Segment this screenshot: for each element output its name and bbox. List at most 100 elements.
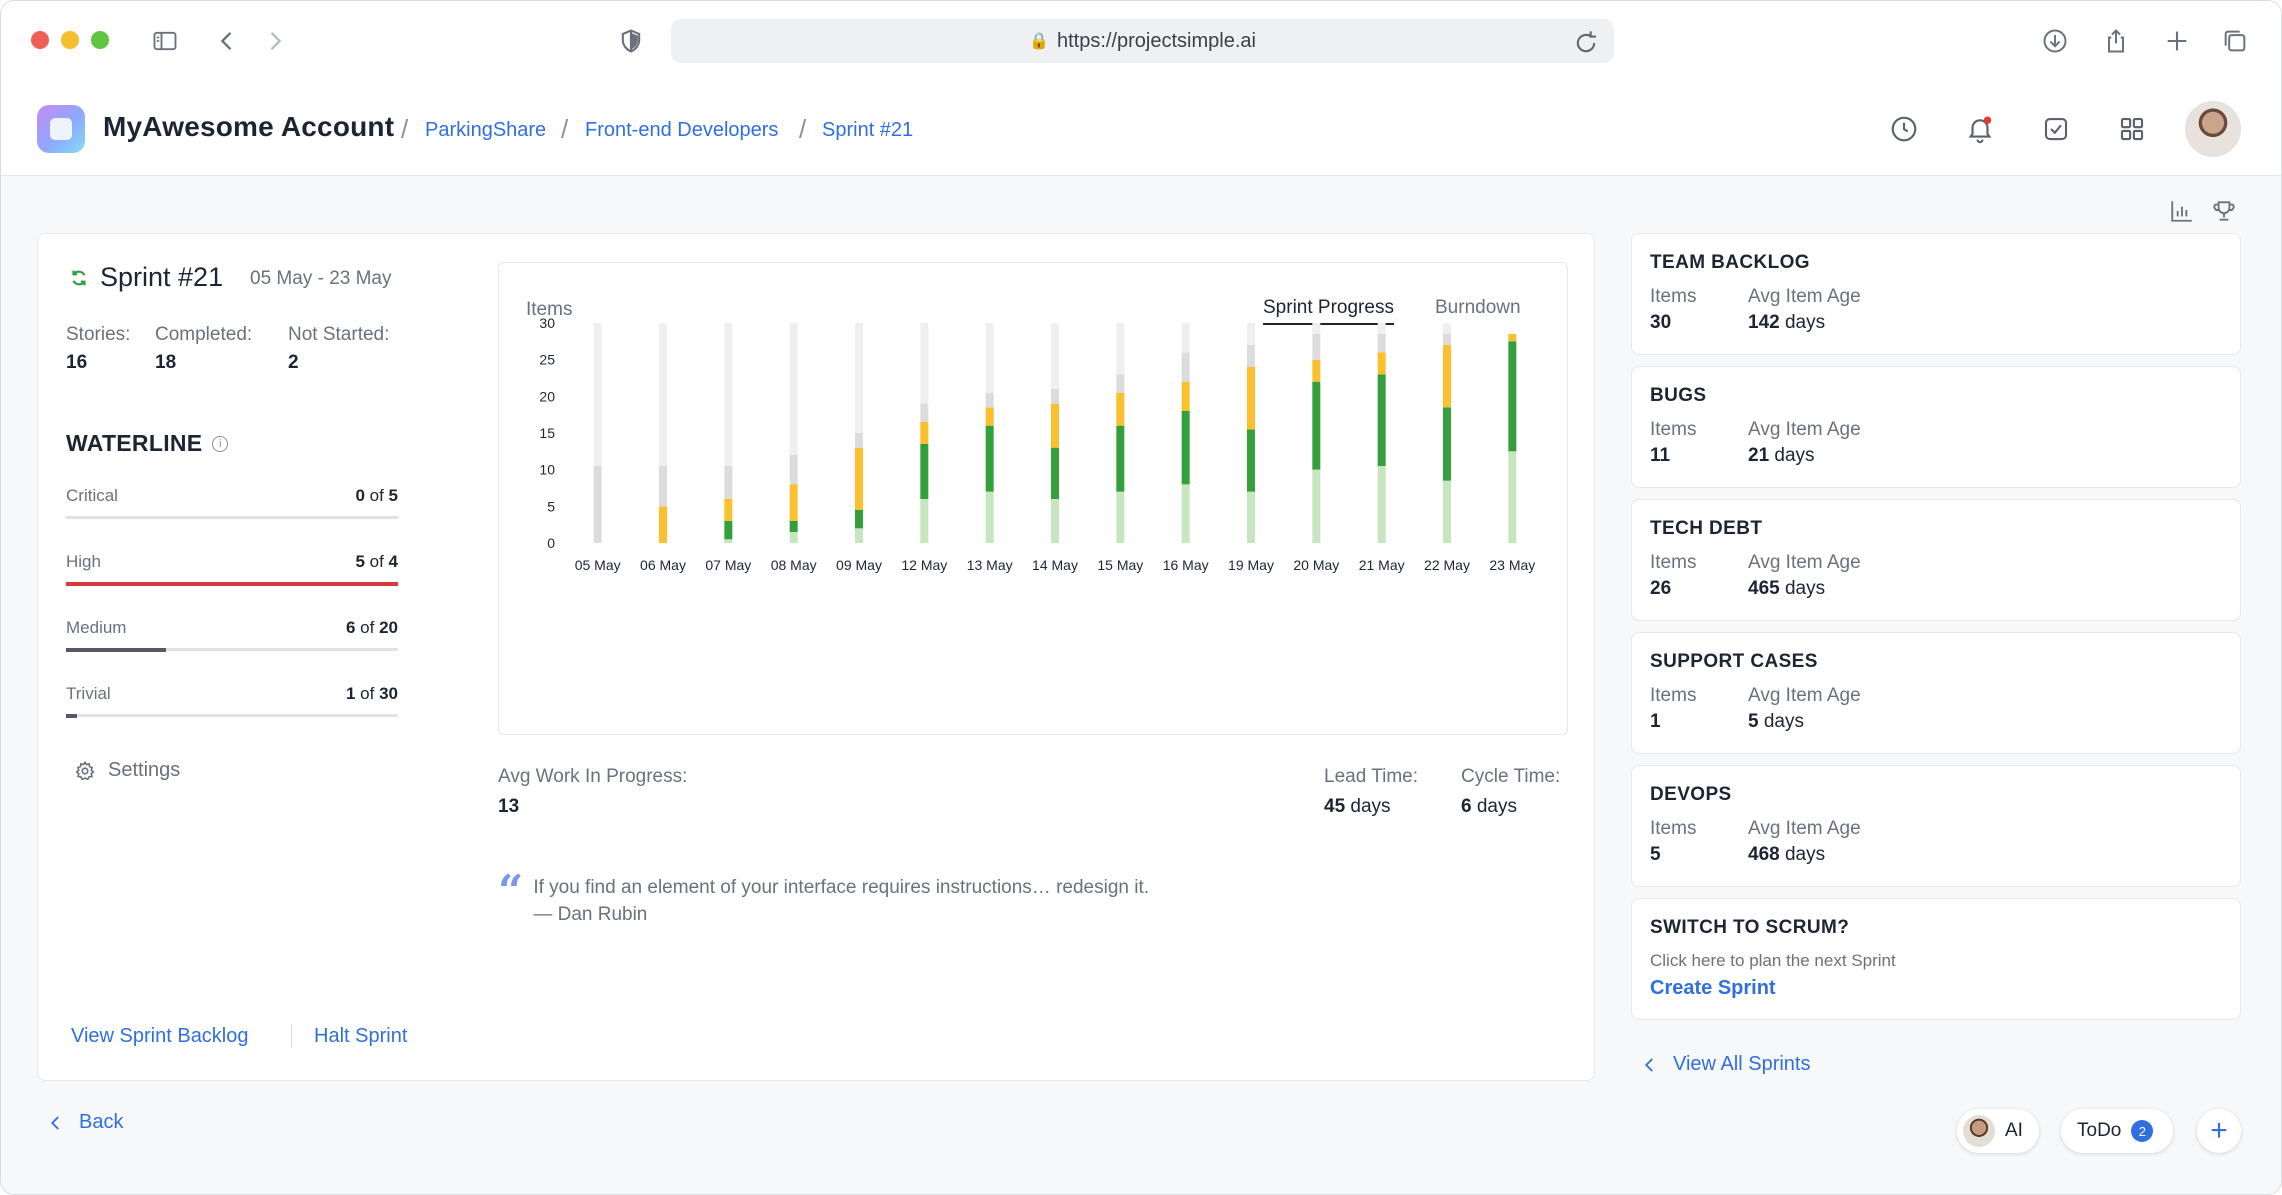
todo-button[interactable]: ToDo 2: [2061, 1109, 2173, 1153]
download-icon[interactable]: [2037, 23, 2073, 59]
team-backlog-card[interactable]: TEAM BACKLOG Items 30 Avg Item Age 142 day…: [1631, 233, 2241, 355]
tab-overview-icon[interactable]: [2217, 23, 2253, 59]
tab-burndown[interactable]: Burndown: [1435, 297, 1521, 318]
devops-card[interactable]: DEVOPS Items 5 Avg Item Age 468 days: [1631, 765, 2241, 887]
bar-segment: [855, 528, 863, 543]
bar-segment: [1181, 411, 1190, 485]
items-col: Items 30: [1650, 286, 1697, 333]
waterline-row-critical[interactable]: Critical 0 of 5: [66, 486, 398, 519]
waterline-row-trivial[interactable]: Trivial 1 of 30: [66, 684, 398, 718]
bar-segment: [1116, 374, 1125, 393]
bar-segment: [1443, 323, 1451, 334]
bar-segment: [920, 403, 929, 422]
info-icon[interactable]: i: [212, 435, 229, 452]
support-cases-card[interactable]: SUPPORT CASES Items 1 Avg Item Age 5 days: [1631, 632, 2241, 754]
account-name[interactable]: MyAwesome Account: [103, 111, 395, 142]
bar-segment: [1377, 374, 1386, 466]
card-title: BUGS: [1650, 385, 1707, 406]
waterline-row-name: Trivial: [66, 684, 111, 703]
waterline-track: [66, 516, 398, 519]
x-tick-label: 19 May: [1228, 557, 1274, 573]
metric-cycle-time: Cycle Time: 6 days: [1461, 766, 1560, 818]
bar-segment: [920, 444, 929, 499]
reports-chart-icon[interactable]: [2169, 198, 2195, 224]
user-avatar[interactable]: [2185, 101, 2241, 157]
y-tick-label: 25: [539, 352, 555, 368]
bar-segment: [1051, 499, 1059, 543]
waterline-track: [66, 648, 398, 652]
zoom-window-button[interactable]: [91, 31, 109, 49]
reload-icon[interactable]: [1572, 29, 1600, 63]
waterline-fill: [66, 648, 166, 652]
bar-segment: [1181, 381, 1190, 411]
stat-value: 18: [155, 352, 177, 373]
x-tick-label: 08 May: [771, 557, 817, 573]
y-tick-label: 15: [539, 425, 555, 441]
y-tick-label: 10: [539, 462, 555, 478]
tasks-check-icon[interactable]: [2041, 114, 2071, 144]
waterline-row-count: 1 of 30: [345, 684, 398, 703]
bar-segment: [1247, 345, 1255, 367]
lock-icon: 🔒: [1029, 33, 1049, 50]
age-col: Avg Item Age 142 days: [1748, 286, 1861, 333]
ai-avatar: [1963, 1115, 1995, 1147]
quote-mark-icon: “: [498, 866, 524, 917]
view-sprint-backlog-link[interactable]: View Sprint Backlog: [71, 1025, 249, 1047]
breadcrumb-sprint[interactable]: Sprint #21: [822, 119, 914, 141]
bar-segment: [1116, 323, 1125, 375]
bar-segment: [1181, 352, 1190, 382]
quote-text-wrap: If you find an element of your interface…: [533, 874, 1149, 928]
shield-icon[interactable]: [613, 23, 649, 59]
footer-divider: [291, 1024, 292, 1048]
bar-segment: [1312, 469, 1321, 543]
history-icon[interactable]: [1889, 114, 1919, 144]
back-nav-icon[interactable]: [209, 23, 245, 59]
waterline-fill: [66, 714, 77, 718]
x-tick-label: 12 May: [901, 557, 947, 573]
quote-block: “ If you find an element of your interfa…: [498, 866, 1149, 928]
add-button[interactable]: +: [2197, 1109, 2241, 1153]
tab-sprint-progress[interactable]: Sprint Progress: [1263, 297, 1394, 325]
bar-segment: [920, 323, 929, 404]
y-tick-label: 30: [539, 315, 555, 331]
sidebar-toggle-icon[interactable]: [147, 23, 183, 59]
stat-completed: Completed: 18: [155, 324, 252, 374]
breadcrumb-project[interactable]: ParkingShare: [425, 119, 547, 141]
x-tick-label: 15 May: [1097, 557, 1143, 573]
tech-debt-card[interactable]: TECH DEBT Items 26 Avg Item Age 465 days: [1631, 499, 2241, 621]
breadcrumb-team[interactable]: Front-end Developers: [585, 119, 779, 141]
x-tick-label: 09 May: [836, 557, 882, 573]
new-tab-icon[interactable]: [2159, 23, 2195, 59]
bugs-card[interactable]: BUGS Items 11 Avg Item Age 21 days: [1631, 366, 2241, 488]
bar-segment: [1247, 429, 1255, 492]
waterline-row-count: 0 of 5: [355, 486, 398, 505]
minimize-window-button[interactable]: [61, 31, 79, 49]
bar-segment: [1508, 451, 1517, 543]
y-tick-label: 20: [539, 388, 555, 404]
forward-nav-icon[interactable]: [257, 23, 293, 59]
sprint-chart-panel: Items Sprint Progress Burndown 0 5 10 15 20 2…: [498, 262, 1568, 735]
share-icon[interactable]: [2098, 23, 2134, 59]
close-window-button[interactable]: [31, 31, 49, 49]
y-tick-label: 0: [547, 535, 555, 551]
sprint-title: Sprint #21: [68, 262, 223, 293]
settings-button[interactable]: Settings: [74, 759, 180, 782]
trophy-icon[interactable]: [2211, 198, 2237, 224]
waterline-row-high[interactable]: High 5 of 4: [66, 552, 398, 586]
waterline-row-name: Medium: [66, 618, 127, 637]
stat-value: 16: [66, 352, 88, 373]
create-sprint-link[interactable]: Create Sprint: [1650, 977, 1776, 999]
app-logo[interactable]: [37, 105, 85, 153]
halt-sprint-link[interactable]: Halt Sprint: [314, 1025, 408, 1047]
back-link[interactable]: Back: [47, 1111, 123, 1134]
ai-assistant-button[interactable]: AI: [1957, 1109, 2039, 1153]
card-title: TECH DEBT: [1650, 518, 1763, 539]
card-title: SWITCH TO SCRUM?: [1650, 917, 1850, 938]
address-bar[interactable]: 🔒 https://projectsimple.ai: [671, 19, 1614, 63]
chevron-left-icon: [50, 1115, 59, 1130]
notifications-icon[interactable]: [1965, 114, 1995, 144]
apps-grid-icon[interactable]: [2117, 114, 2147, 144]
bar-segment: [789, 484, 798, 521]
view-all-sprints-link[interactable]: View All Sprints: [1641, 1053, 1810, 1076]
waterline-row-medium[interactable]: Medium 6 of 20: [66, 618, 398, 652]
